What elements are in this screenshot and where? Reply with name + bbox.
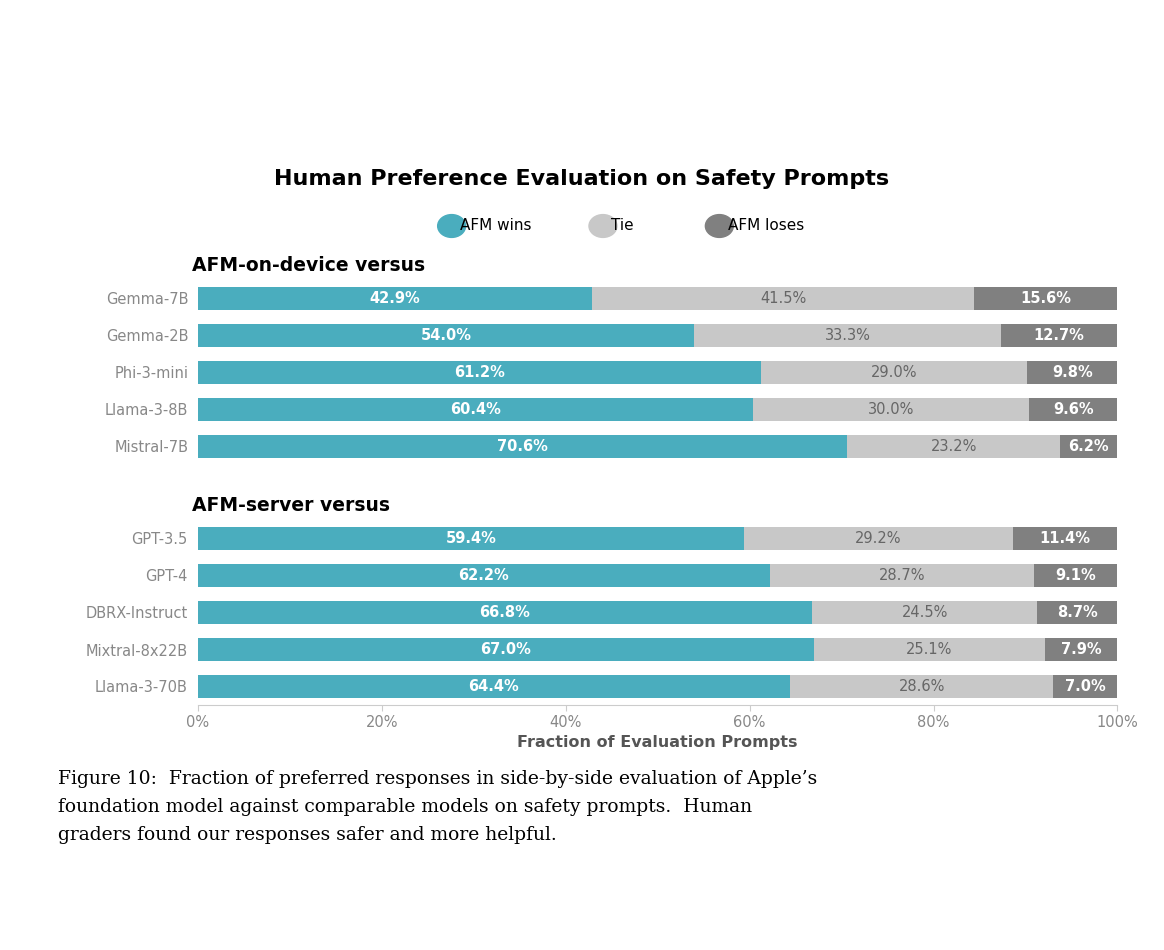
Bar (695, 324, 1001, 347)
Text: AFM-on-device versus: AFM-on-device versus (192, 256, 425, 275)
Bar (974, 288, 1117, 310)
Text: 42.9%: 42.9% (370, 291, 420, 306)
Bar (1060, 435, 1117, 458)
Text: 60.4%: 60.4% (450, 402, 501, 417)
Text: 7.9%: 7.9% (1060, 642, 1101, 657)
Text: 28.6%: 28.6% (899, 679, 945, 694)
Bar (1013, 527, 1117, 550)
Text: 23.2%: 23.2% (930, 439, 977, 454)
Text: 11.4%: 11.4% (1039, 531, 1091, 546)
Bar (198, 361, 760, 384)
Bar (1045, 638, 1117, 660)
Text: 9.1%: 9.1% (1056, 568, 1096, 583)
Bar (1028, 361, 1117, 384)
Bar (198, 527, 744, 550)
Text: AFM wins: AFM wins (460, 218, 531, 234)
Text: 25.1%: 25.1% (907, 642, 952, 657)
Bar (744, 527, 1013, 550)
Bar (198, 564, 769, 586)
Bar (198, 675, 790, 697)
Text: 6.2%: 6.2% (1069, 439, 1109, 454)
Text: 59.4%: 59.4% (446, 531, 496, 546)
Bar (198, 324, 695, 347)
Bar (753, 398, 1029, 421)
Text: 54.0%: 54.0% (420, 328, 471, 343)
Text: 67.0%: 67.0% (481, 642, 532, 657)
Text: 66.8%: 66.8% (480, 605, 531, 620)
Text: 24.5%: 24.5% (902, 605, 947, 620)
Text: 29.0%: 29.0% (871, 365, 917, 380)
Text: 9.8%: 9.8% (1052, 365, 1093, 380)
Bar (790, 675, 1053, 697)
Text: 8.7%: 8.7% (1057, 605, 1098, 620)
Text: 41.5%: 41.5% (760, 291, 807, 306)
Bar (1053, 675, 1117, 697)
Text: 9.6%: 9.6% (1053, 402, 1094, 417)
Bar (198, 288, 592, 310)
Text: 61.2%: 61.2% (454, 365, 505, 380)
Bar (198, 638, 814, 660)
Text: Human Preference Evaluation on Safety Prompts: Human Preference Evaluation on Safety Pr… (275, 169, 889, 189)
Text: AFM loses: AFM loses (728, 218, 804, 234)
Text: 62.2%: 62.2% (459, 568, 509, 583)
Text: 70.6%: 70.6% (497, 439, 548, 454)
Bar (847, 435, 1060, 458)
Text: 33.3%: 33.3% (824, 328, 871, 343)
Text: 12.7%: 12.7% (1034, 328, 1085, 343)
Bar (760, 361, 1028, 384)
Bar (198, 398, 753, 421)
Text: 28.7%: 28.7% (879, 568, 925, 583)
Bar (1034, 564, 1117, 586)
Bar (812, 601, 1037, 623)
Text: Figure 10:  Fraction of preferred responses in side-by-side evaluation of Apple’: Figure 10: Fraction of preferred respons… (58, 770, 817, 844)
Bar (592, 288, 974, 310)
Text: Tie: Tie (611, 218, 633, 234)
Text: Fraction of Evaluation Prompts: Fraction of Evaluation Prompts (518, 735, 797, 751)
Bar (1029, 398, 1117, 421)
Bar (1037, 601, 1117, 623)
Bar (198, 435, 847, 458)
Text: 29.2%: 29.2% (856, 531, 902, 546)
Bar (814, 638, 1045, 660)
Text: 15.6%: 15.6% (1020, 291, 1071, 306)
Bar (1001, 324, 1117, 347)
Bar (198, 601, 812, 623)
Text: 64.4%: 64.4% (469, 679, 519, 694)
Text: AFM-server versus: AFM-server versus (192, 496, 390, 515)
Text: 7.0%: 7.0% (1065, 679, 1106, 694)
Bar (769, 564, 1034, 586)
Text: 30.0%: 30.0% (868, 402, 915, 417)
